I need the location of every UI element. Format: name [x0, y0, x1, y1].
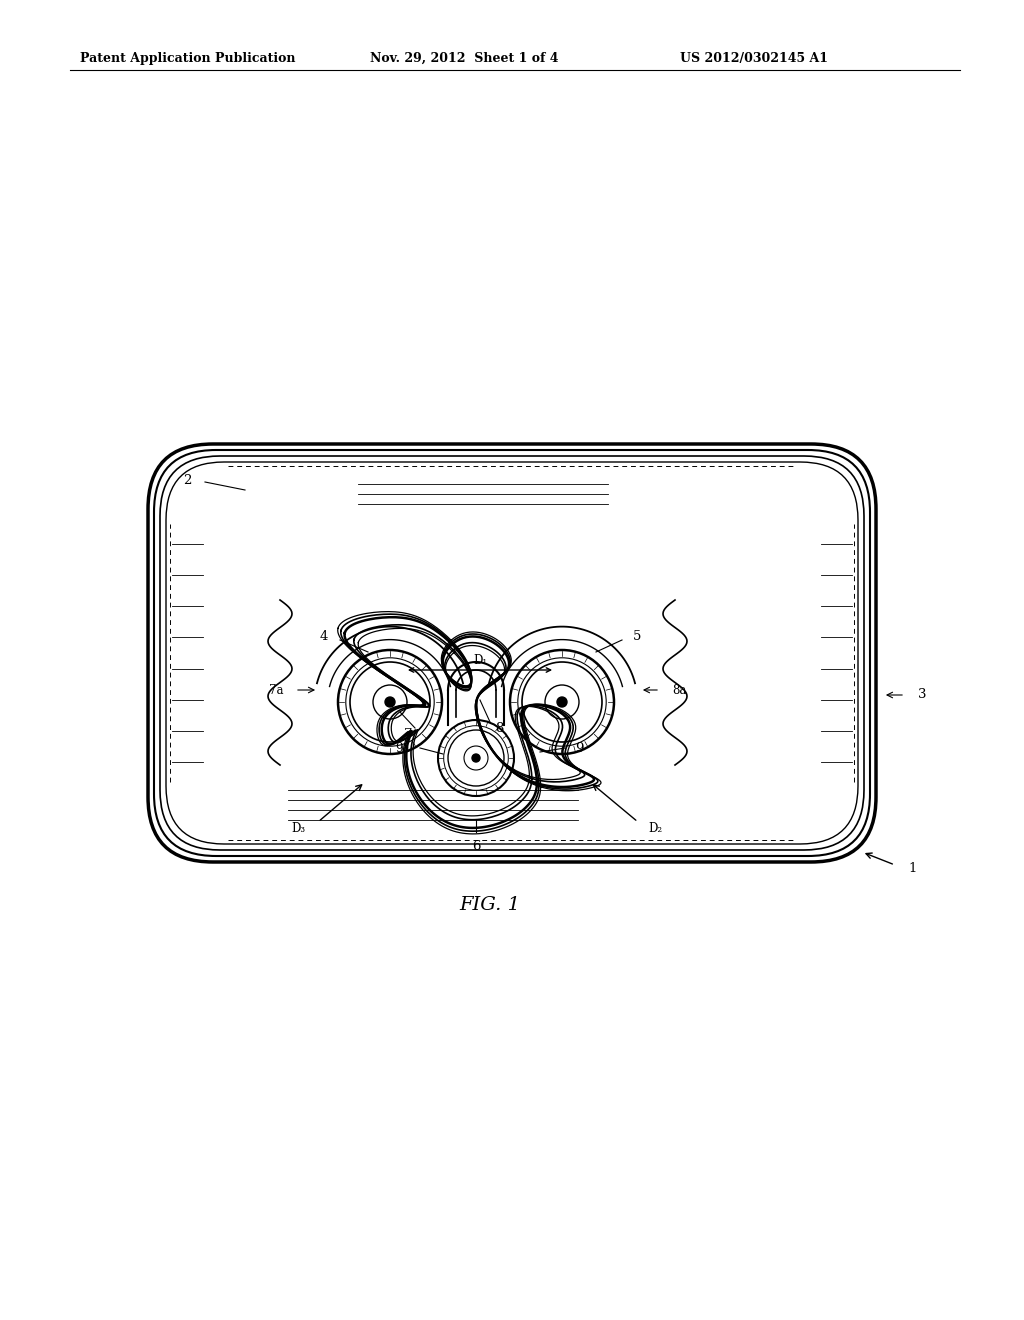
Text: Patent Application Publication: Patent Application Publication: [80, 51, 296, 65]
Text: D₂: D₂: [648, 821, 663, 834]
Text: US 2012/0302145 A1: US 2012/0302145 A1: [680, 51, 828, 65]
Text: 4: 4: [319, 631, 328, 644]
Text: 7: 7: [403, 729, 413, 742]
Text: 5: 5: [633, 631, 641, 644]
Text: FIG. 1: FIG. 1: [460, 896, 520, 913]
Text: D₁: D₁: [473, 653, 487, 667]
Text: 8: 8: [495, 722, 504, 734]
Text: 3: 3: [918, 689, 927, 701]
Circle shape: [385, 697, 395, 708]
Text: Nov. 29, 2012  Sheet 1 of 4: Nov. 29, 2012 Sheet 1 of 4: [370, 51, 558, 65]
Circle shape: [472, 754, 480, 762]
Text: 9a: 9a: [395, 742, 410, 755]
Text: 8a: 8a: [672, 684, 686, 697]
Text: 2: 2: [183, 474, 193, 487]
Text: 9: 9: [575, 742, 584, 755]
Text: 1: 1: [908, 862, 916, 874]
Text: 7a: 7a: [268, 684, 283, 697]
Text: 6: 6: [472, 840, 480, 853]
Text: D₃: D₃: [291, 821, 305, 834]
Circle shape: [557, 697, 567, 708]
